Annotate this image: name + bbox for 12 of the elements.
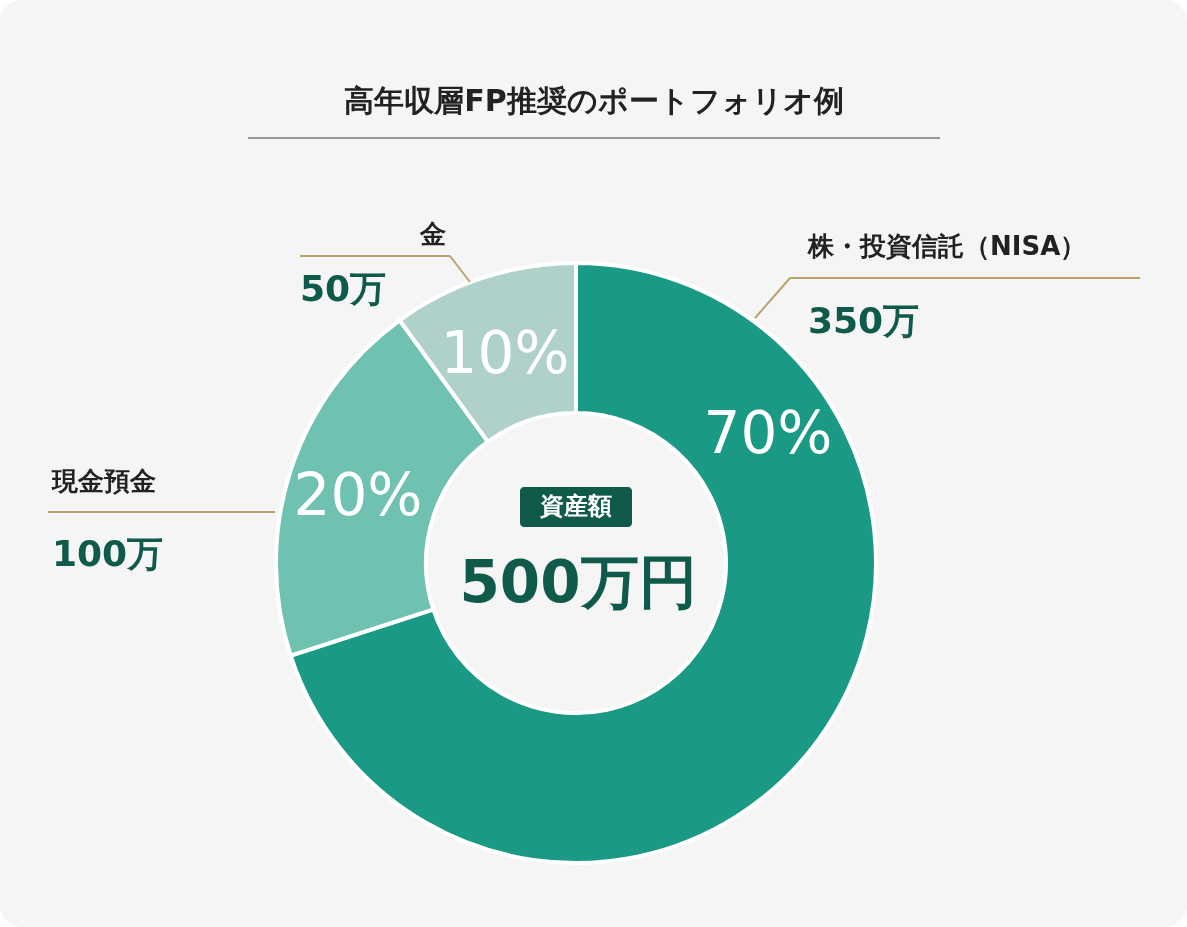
- data-label: 50万: [300, 268, 387, 309]
- data-label: 100万: [52, 533, 164, 574]
- text: 500万円: [459, 548, 697, 616]
- slice-label: 株・投資信託（NISA）: [807, 231, 1087, 261]
- chart-title: 高年収層FP推奨のポートフォリオ例: [344, 83, 844, 118]
- text: 10%: [440, 319, 570, 387]
- slice-label: 金: [419, 219, 446, 249]
- slice-label: 現金預金: [51, 466, 156, 496]
- text: 20%: [293, 461, 423, 529]
- text: 資産額: [539, 492, 612, 520]
- text: 70%: [703, 399, 833, 467]
- data-label: 350万: [808, 300, 920, 341]
